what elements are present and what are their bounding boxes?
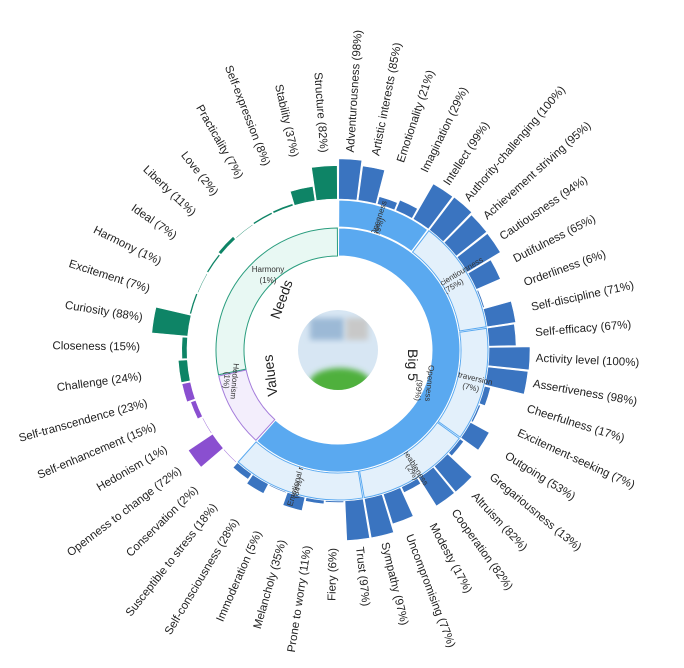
facet-bar — [470, 404, 481, 423]
inner-arc-needs — [215, 227, 339, 376]
mid-score-2: (7%) — [462, 381, 481, 394]
facet-bar — [456, 233, 501, 273]
facet-bar — [382, 487, 414, 525]
facet-bars — [151, 158, 531, 541]
inner-arc-values — [218, 369, 276, 441]
facet-label: Trust (97%) — [353, 546, 371, 607]
facet-bar — [206, 253, 221, 274]
facet-bar — [487, 323, 517, 347]
inner-ring — [215, 227, 461, 473]
facet-bar — [428, 196, 473, 243]
facet-bar — [460, 421, 490, 451]
facet-bar — [187, 433, 224, 468]
facet-label: Sympathy (97%) — [378, 541, 410, 627]
facet-bar — [272, 203, 294, 214]
facet-bar — [235, 223, 254, 239]
facet-bar — [232, 462, 253, 480]
facet-bar — [311, 165, 338, 201]
facet-bar — [181, 381, 196, 403]
facet-bar — [364, 494, 394, 539]
facet-bar — [476, 289, 485, 309]
facet-bar — [305, 497, 325, 505]
facet-label: Structure (82%) — [311, 72, 329, 153]
mid-arc-extraversion — [437, 327, 489, 438]
mid-arc-emotional-range — [237, 441, 364, 501]
facet-bar — [181, 336, 188, 360]
facet-bar — [357, 165, 386, 205]
big5-inner-score: (99%) — [413, 379, 424, 401]
facet-label: Gregariousness (13%) — [487, 471, 584, 554]
facet-label: Melancholy (35%) — [252, 538, 289, 630]
facet-bar — [217, 236, 236, 255]
facet-bar — [376, 196, 398, 211]
facet-bar — [418, 466, 455, 507]
dimension-label-values: Values — [260, 354, 281, 397]
facet-label: Activity level (100%) — [536, 353, 640, 370]
facet-label: Self-discipline (71%) — [530, 280, 635, 314]
facet-bar — [268, 484, 287, 494]
facet-label: Challenge (24%) — [56, 371, 143, 394]
facet-bar — [412, 183, 454, 230]
facet-bar — [448, 438, 465, 457]
values-inner-score: (1%) — [221, 371, 231, 389]
facet-bar — [344, 498, 370, 541]
facet-bar — [338, 158, 363, 201]
facet-bar — [196, 273, 208, 294]
needs-inner-label: Harmony — [252, 265, 284, 274]
facet-label: Assertiveness (98%) — [532, 378, 638, 408]
facet-bar — [482, 300, 517, 328]
facet-bar — [282, 491, 306, 512]
facet-bar — [201, 417, 213, 434]
facet-bar — [190, 399, 203, 420]
facet-label: Prone to worry (11%) — [286, 545, 314, 654]
facet-bar — [289, 186, 316, 206]
facet-label: Adventurousness (98%) — [345, 29, 365, 152]
facet-label: Excitement (7%) — [67, 258, 151, 295]
facet-label: Love (2%) — [178, 150, 220, 199]
facet-bar — [177, 359, 191, 383]
mid-arc-openness — [338, 199, 429, 253]
facet-bar — [443, 214, 488, 257]
mid-arc-conscientiousness — [411, 229, 487, 332]
big5-inner-label: Openness — [423, 365, 436, 402]
facet-label: Artistic interests (85%) — [370, 42, 404, 157]
facet-bar — [401, 477, 422, 493]
facet-bar — [189, 292, 199, 315]
facet-label: Self-consciousness (28%) — [163, 517, 242, 637]
facet-bar — [478, 385, 491, 407]
dimension-label-big5: Big 5 — [405, 349, 421, 381]
facet-bar — [222, 448, 237, 463]
needs-inner-score: (1%) — [260, 276, 277, 285]
facet-label: Curiosity (88%) — [64, 300, 144, 325]
facet-bar — [246, 474, 269, 494]
facet-bar — [487, 346, 531, 371]
facet-label: Harmony (1%) — [91, 224, 163, 268]
facet-bar — [467, 259, 501, 290]
facet-label: Self-efficacy (67%) — [535, 319, 632, 339]
facet-label: Fiery (6%) — [326, 548, 339, 601]
facet-bar — [325, 500, 345, 503]
facet-label: Stability (37%) — [272, 83, 300, 158]
mid-arc-agreeableness — [358, 421, 460, 499]
inner-arc-big5 — [256, 227, 461, 473]
profile-image — [298, 310, 378, 390]
facet-bar — [252, 211, 273, 225]
values-inner-label: Hedonism — [228, 363, 240, 400]
facet-bar — [484, 366, 529, 395]
facet-label: Closeness (15%) — [52, 340, 140, 353]
facet-bar — [433, 453, 473, 493]
facet-bar — [151, 306, 192, 337]
facet-bar — [395, 199, 418, 219]
facet-label: Ideal (7%) — [129, 202, 179, 242]
